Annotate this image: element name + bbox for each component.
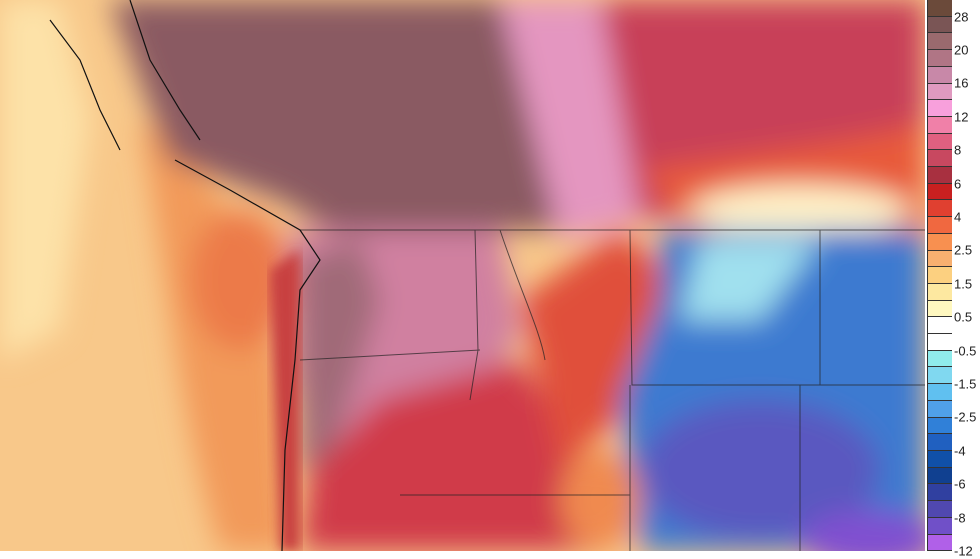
legend-label: -8 bbox=[954, 510, 966, 526]
legend-swatch bbox=[928, 450, 952, 468]
legend-label: -0.5 bbox=[954, 343, 977, 359]
legend-swatch bbox=[928, 267, 952, 284]
color-scale-bar bbox=[927, 0, 952, 552]
legend-swatch bbox=[928, 116, 952, 134]
legend-swatch bbox=[928, 183, 952, 201]
temperature-anomaly-map bbox=[0, 0, 925, 551]
legend-swatch bbox=[928, 434, 952, 451]
legend-label: -4 bbox=[954, 443, 966, 459]
legend-swatch bbox=[928, 133, 952, 151]
legend-swatch bbox=[928, 417, 952, 435]
legend-swatch bbox=[928, 484, 952, 502]
legend-label: 20 bbox=[954, 42, 969, 58]
legend-swatch bbox=[928, 233, 952, 251]
coastline-detail bbox=[270, 250, 300, 551]
legend-swatch bbox=[928, 167, 952, 184]
legend-swatch bbox=[928, 50, 952, 67]
legend-label: 0.5 bbox=[954, 309, 973, 325]
legend-swatch bbox=[928, 317, 952, 335]
coastline bbox=[49, 0, 321, 551]
legend-swatch bbox=[928, 283, 952, 301]
legend-label: 12 bbox=[954, 109, 969, 125]
legend-label: -6 bbox=[954, 476, 966, 492]
legend-swatch bbox=[928, 467, 952, 485]
legend-label: 8 bbox=[954, 142, 962, 158]
legend-swatch bbox=[928, 367, 952, 385]
legend-label: 6 bbox=[954, 176, 962, 192]
legend-label: 1.5 bbox=[954, 276, 973, 292]
legend-swatch bbox=[928, 0, 952, 17]
legend-swatch bbox=[928, 350, 952, 368]
state-borders bbox=[299, 229, 925, 551]
legend-swatch bbox=[928, 66, 952, 84]
legend-label: 4 bbox=[954, 209, 962, 225]
anomaly-fields bbox=[0, 0, 925, 551]
legend-label: 2.5 bbox=[954, 242, 973, 258]
legend-swatch bbox=[928, 334, 952, 351]
legend-swatch bbox=[928, 16, 952, 34]
legend-swatch bbox=[928, 83, 952, 101]
legend-label: 16 bbox=[954, 75, 969, 91]
legend-swatch bbox=[928, 384, 952, 401]
color-scale-legend: 28 20 16 12 8 6 4 2.5 1.5 0.5 -0.5 -1.5 -2.5 -4 -6 -8 -1… bbox=[925, 0, 980, 559]
legend-swatch bbox=[928, 534, 952, 552]
legend-label: 28 bbox=[954, 9, 969, 25]
legend-swatch bbox=[928, 400, 952, 418]
legend-swatch bbox=[928, 200, 952, 218]
legend-swatch bbox=[928, 100, 952, 117]
legend-swatch bbox=[928, 250, 952, 268]
legend-swatch bbox=[928, 300, 952, 318]
legend-swatch bbox=[928, 150, 952, 168]
legend-swatch bbox=[928, 33, 952, 51]
legend-label: -12 bbox=[954, 543, 973, 559]
legend-swatch bbox=[928, 217, 952, 234]
legend-label: -1.5 bbox=[954, 376, 977, 392]
legend-label: -2.5 bbox=[954, 409, 977, 425]
legend-swatch bbox=[928, 517, 952, 535]
legend-swatch bbox=[928, 501, 952, 518]
